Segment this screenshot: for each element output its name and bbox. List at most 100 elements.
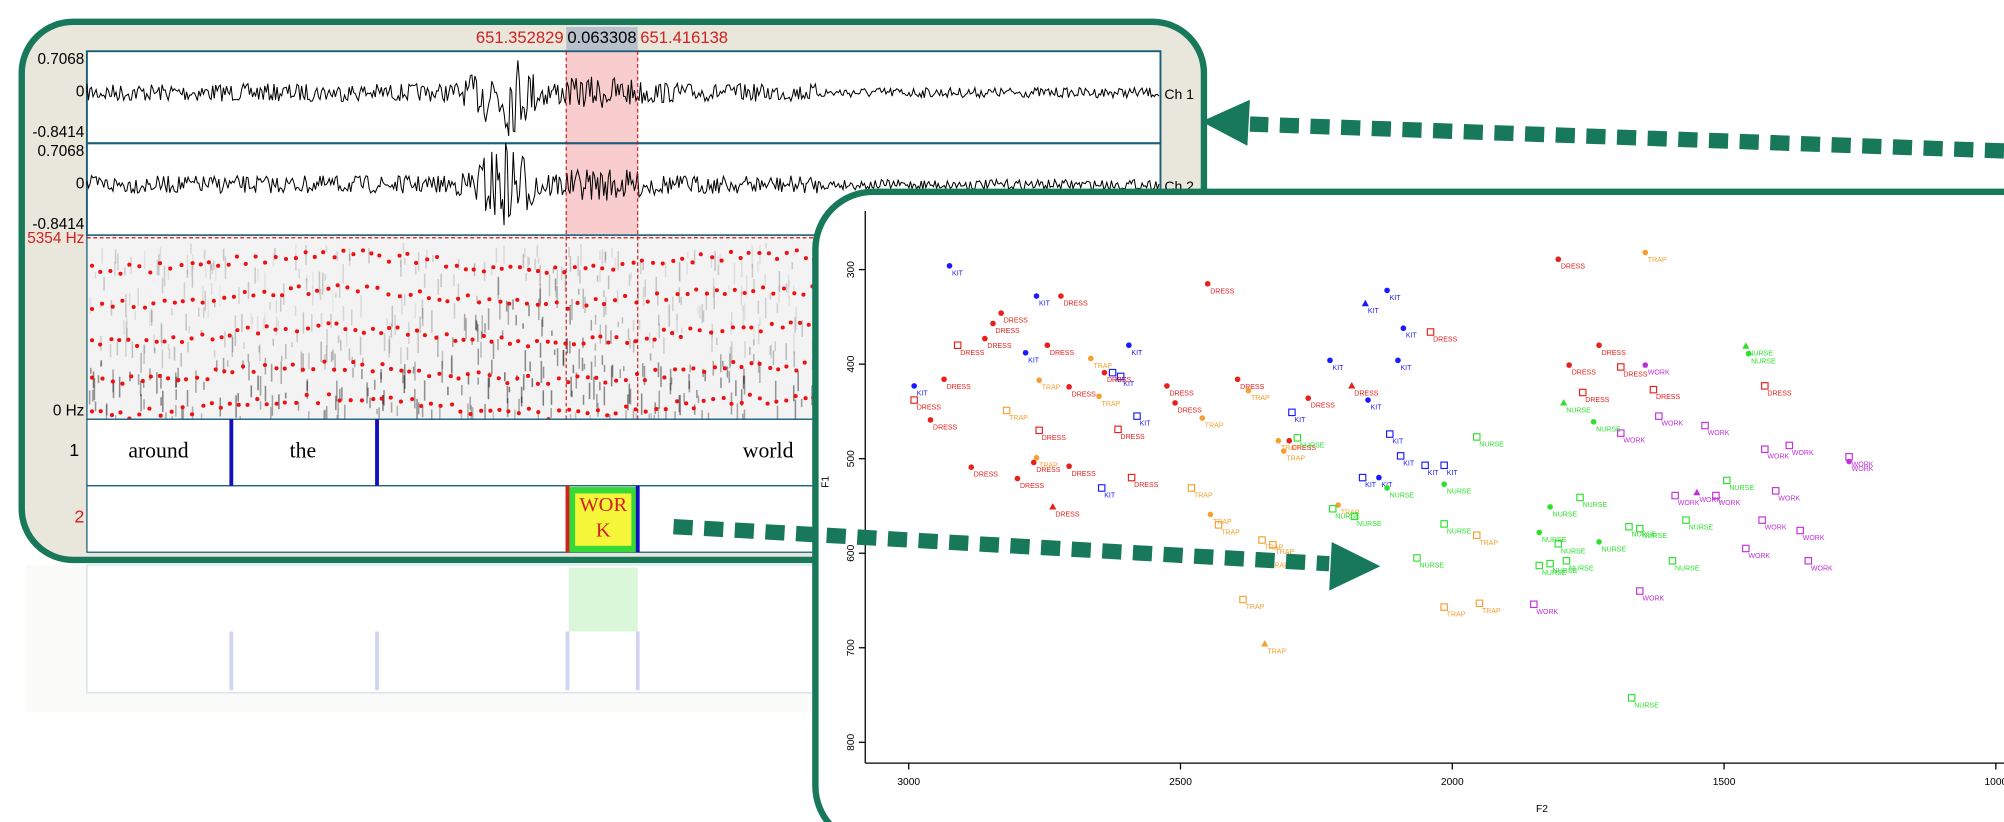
spectrogram-cell — [162, 278, 164, 294]
spectrogram-cell — [210, 262, 212, 279]
formant-dot — [341, 249, 345, 253]
formant-dot — [544, 302, 548, 306]
spectrogram-cell — [302, 353, 304, 368]
formant-dot — [785, 251, 789, 255]
formant-dot — [90, 376, 94, 380]
spectrogram-cell — [361, 369, 363, 379]
formant-dot — [195, 376, 199, 380]
formant-dot — [191, 298, 195, 302]
point — [1281, 448, 1287, 454]
formant-dot — [613, 298, 617, 302]
spectrogram-cell — [633, 320, 635, 331]
formant-dot — [594, 297, 598, 301]
spectrogram-cell — [744, 304, 746, 321]
formant-dot — [333, 255, 337, 259]
spectrogram-cell — [369, 398, 371, 408]
spectrogram-cell — [326, 329, 328, 346]
spectrogram-cell — [582, 358, 584, 371]
formant-dot — [222, 296, 226, 300]
formant-dot — [227, 263, 231, 267]
formant-dot — [263, 261, 267, 265]
formant-dot — [655, 291, 659, 295]
point-label: DRESS — [1767, 390, 1791, 397]
spectrogram-cell — [523, 374, 525, 390]
spectrogram-cell — [374, 380, 376, 390]
spectrogram-cell — [332, 349, 334, 360]
formant-dot — [751, 289, 755, 293]
spectrogram-cell — [153, 335, 155, 352]
formant-dot — [322, 360, 326, 364]
point-label: WORK — [1792, 450, 1814, 457]
spectrogram-cell — [454, 303, 456, 319]
point — [1547, 504, 1553, 510]
selection-start: 651.352829 — [476, 28, 564, 47]
spectrogram-cell — [241, 314, 243, 332]
formant-dot — [191, 261, 195, 265]
formant-dot — [500, 267, 504, 271]
spectrogram-cell — [584, 364, 586, 370]
formant-dot — [679, 335, 683, 339]
formant-dot — [99, 409, 103, 413]
spectrogram-cell — [591, 320, 593, 331]
point-label: KIT — [1390, 295, 1402, 302]
formant-dot — [141, 379, 145, 383]
spectrogram-cell — [563, 350, 565, 365]
formant-dot — [360, 363, 364, 367]
point-label: KIT — [1368, 308, 1380, 315]
formant-dot — [427, 374, 431, 378]
spectrogram-cell — [312, 272, 314, 287]
spectrogram-cell — [285, 344, 287, 359]
spectrogram-cell — [599, 270, 601, 282]
formant-dot — [749, 326, 753, 330]
page: 0.70680-0.8414Ch 10.70680-0.8414Ch 25354… — [0, 0, 2004, 822]
spectrogram-cell — [219, 285, 221, 306]
point-label: DRESS — [1354, 390, 1378, 397]
formant-dot — [434, 336, 438, 340]
formant-dot — [624, 378, 628, 382]
point — [1023, 350, 1029, 356]
point-label: WORK — [1767, 454, 1789, 461]
spectrogram-cell — [204, 291, 206, 311]
spectrogram-cell — [349, 349, 351, 361]
spectrogram-cell — [650, 353, 652, 360]
formant-dot — [804, 256, 808, 260]
formant-dot — [380, 362, 384, 366]
spectrogram-cell — [441, 361, 443, 383]
spectrogram-cell — [404, 294, 406, 305]
formant-dot — [137, 412, 141, 416]
formant-dot — [190, 412, 194, 416]
formant-dot — [245, 403, 249, 407]
formant-dot — [230, 370, 234, 374]
formant-dot — [180, 263, 184, 267]
spectrogram-cell — [730, 347, 732, 367]
point — [1036, 377, 1042, 383]
formant-dot — [535, 339, 539, 343]
formant-dot — [453, 339, 457, 343]
point-label: NURSE — [1689, 525, 1714, 532]
formant-dot — [406, 333, 410, 337]
spectrogram-cell — [770, 345, 772, 359]
point-label: DRESS — [1121, 434, 1145, 441]
spectrogram-cell — [555, 278, 557, 290]
point — [1088, 356, 1094, 362]
spectrogram-cell — [389, 336, 391, 354]
spectrogram-cell — [342, 264, 344, 284]
spectrogram-cell — [491, 360, 493, 374]
spectrogram-cell — [557, 270, 559, 285]
point-label: DRESS — [933, 424, 957, 431]
point — [1395, 358, 1401, 364]
point-label: NURSE — [1642, 533, 1667, 540]
point-label: DRESS — [1169, 390, 1193, 397]
spectrogram-cell — [90, 368, 92, 374]
spectrogram-cell — [214, 350, 216, 357]
spectrogram-cell — [207, 299, 209, 319]
formant-dot — [275, 402, 279, 406]
formant-dot — [425, 257, 429, 261]
spectrogram-cell — [453, 274, 455, 286]
spectrogram-cell — [90, 297, 92, 313]
point-label: TRAP — [1267, 649, 1286, 656]
spectrogram-cell — [224, 331, 226, 347]
formant-dot — [423, 333, 427, 337]
spectrogram-cell — [391, 323, 393, 337]
point — [1596, 539, 1602, 545]
